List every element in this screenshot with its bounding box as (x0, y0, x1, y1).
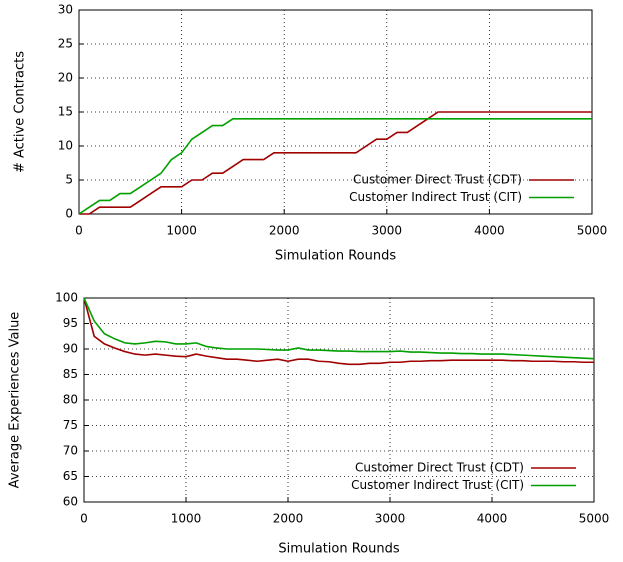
x-tick-label: 4000 (474, 224, 505, 238)
data-line (79, 111, 592, 215)
x-tick-label: 5000 (577, 224, 608, 238)
x-tick-label: 4000 (477, 512, 508, 526)
y-tick-label: 60 (63, 495, 78, 509)
y-tick-label: 90 (63, 342, 78, 356)
x-tick-label: 0 (80, 512, 88, 526)
x-tick-label: 5000 (579, 512, 610, 526)
x-axis-title: Simulation Rounds (278, 542, 400, 557)
y-tick-label: 5 (65, 173, 73, 187)
x-tick-label: 3000 (375, 512, 406, 526)
y-tick-label: 30 (58, 3, 73, 17)
y-tick-label: 25 (58, 37, 73, 51)
y-tick-label: 20 (58, 71, 73, 85)
x-tick-label: 2000 (273, 512, 304, 526)
y-tick-label: 75 (63, 418, 78, 432)
legend-label: Customer Indirect Trust (CIT) (349, 190, 522, 204)
data-line (83, 297, 595, 360)
x-tick-label: 1000 (166, 224, 197, 238)
y-axis-title: # Active Contracts (13, 51, 28, 173)
y-tick-label: 65 (63, 469, 78, 483)
x-tick-label: 1000 (171, 512, 202, 526)
y-tick-label: 100 (55, 291, 78, 305)
x-tick-label: 0 (75, 224, 83, 238)
x-tick-label: 3000 (372, 224, 403, 238)
y-tick-label: 85 (63, 367, 78, 381)
legend-label: Customer Indirect Trust (CIT) (351, 478, 524, 492)
legend-label: Customer Direct Trust (CDT) (353, 173, 522, 187)
data-line (78, 118, 592, 215)
y-tick-label: 10 (58, 139, 73, 153)
y-tick-label: 15 (58, 105, 73, 119)
y-axis-title: Average Experiences Value (8, 312, 23, 489)
y-tick-label: 0 (65, 207, 73, 221)
x-axis-title: Simulation Rounds (275, 249, 397, 264)
y-tick-label: 95 (63, 316, 78, 330)
legend-label: Customer Direct Trust (CDT) (355, 461, 524, 475)
x-tick-label: 2000 (269, 224, 300, 238)
y-tick-label: 80 (63, 393, 78, 407)
data-line (83, 297, 594, 366)
plot-frame (83, 297, 595, 503)
y-tick-label: 70 (63, 444, 78, 458)
